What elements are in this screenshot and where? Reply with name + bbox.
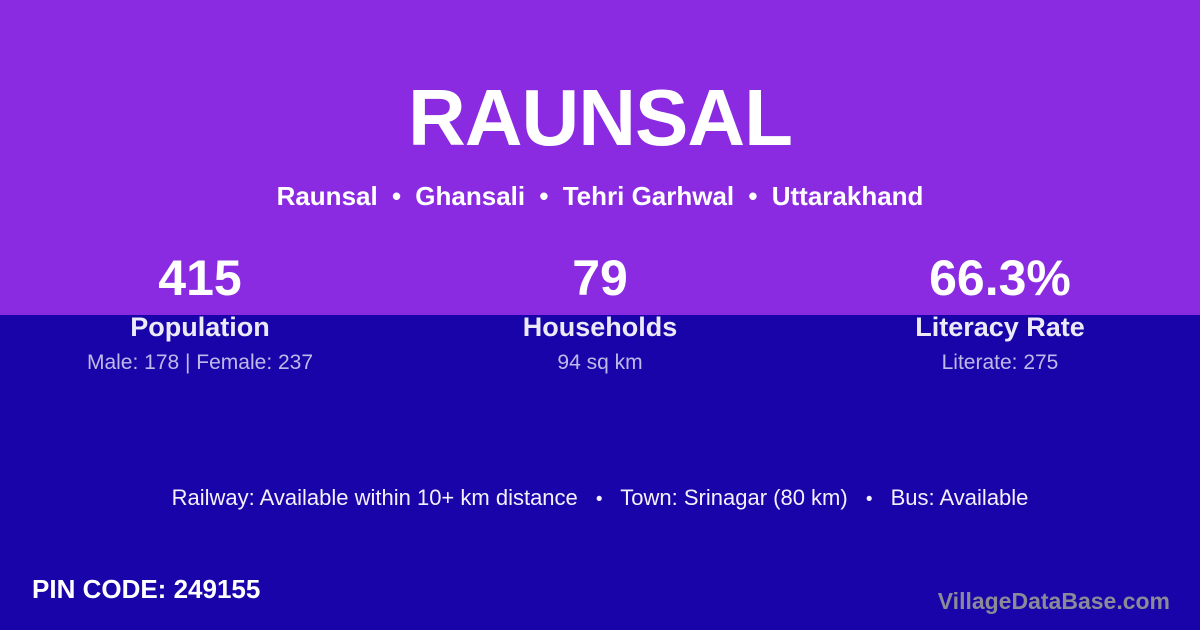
- breadcrumb-separator: •: [539, 181, 549, 211]
- population-label: Population: [130, 312, 270, 342]
- households-detail: 94 sq km: [557, 351, 643, 374]
- breadcrumb-separator: •: [748, 181, 758, 211]
- breadcrumb-village: Raunsal: [276, 181, 378, 211]
- stat-households: 79 Households 94 sq km: [400, 248, 800, 376]
- literacy-label: Literacy Rate: [915, 312, 1085, 342]
- stat-literacy: 66.3% Literacy Rate Literate: 275: [800, 248, 1200, 376]
- village-title: RAUNSAL: [407, 73, 793, 162]
- literacy-detail: Literate: 275: [941, 351, 1059, 374]
- breadcrumb-separator: •: [391, 181, 402, 211]
- households-value: 79: [572, 250, 628, 306]
- transport-separator: •: [595, 489, 603, 510]
- households-label: Households: [522, 312, 678, 342]
- breadcrumb: Raunsal • Ghansali • Tehri Garhwal • Utt…: [0, 181, 1200, 211]
- bus-info: Bus: Available: [890, 485, 1029, 510]
- literacy-value: 66.3%: [929, 250, 1071, 306]
- population-value: 415: [158, 250, 242, 306]
- breadcrumb-block: Ghansali: [415, 181, 526, 211]
- transport-separator: •: [865, 489, 873, 510]
- transport-info-row: Railway: Available within 10+ km distanc…: [0, 483, 1200, 515]
- breadcrumb-district: Tehri Garhwal: [562, 181, 735, 211]
- town-info: Town: Srinagar (80 km): [620, 485, 848, 510]
- stat-population: 415 Population Male: 178 | Female: 237: [0, 248, 400, 376]
- pin-code: PIN CODE: 249155: [32, 574, 261, 604]
- purple-header-panel: [0, 0, 1200, 315]
- railway-info: Railway: Available within 10+ km distanc…: [171, 485, 578, 510]
- brand-watermark: VillageDataBase.com: [937, 588, 1170, 614]
- stats-row: 415 Population Male: 178 | Female: 237 7…: [0, 248, 1200, 376]
- breadcrumb-state: Uttarakhand: [771, 181, 924, 211]
- population-detail: Male: 178 | Female: 237: [86, 351, 314, 374]
